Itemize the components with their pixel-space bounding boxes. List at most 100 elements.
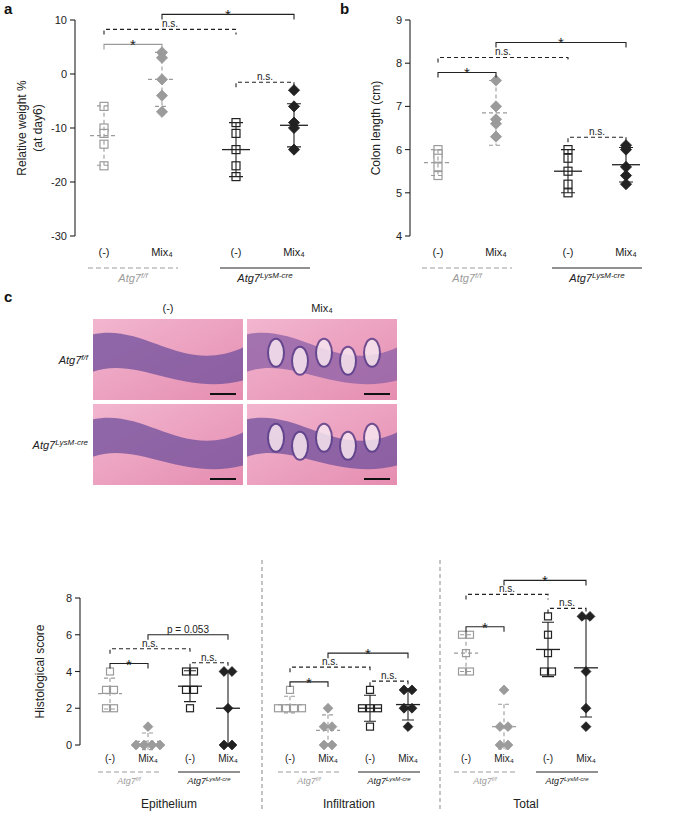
figure: a-30-20-10010Relative weight %(at day6)(…: [0, 0, 673, 828]
y-axis-label: Relative weight %: [15, 80, 29, 176]
genotype-sup: LysM-cre: [564, 776, 589, 782]
error-bar: [431, 150, 445, 176]
data-point: [581, 722, 591, 732]
image-background: [92, 318, 244, 401]
data-point: [156, 106, 167, 117]
histology-image: [246, 318, 398, 401]
marks: [424, 75, 640, 197]
data-point: [107, 668, 114, 675]
tick-label: 9: [396, 14, 402, 26]
tick-mark: [70, 235, 75, 236]
significance-label: *: [365, 645, 371, 662]
data-point: [275, 705, 282, 712]
group-divider: [262, 560, 263, 812]
genotype-label: Atg7LysM-cre: [366, 776, 411, 786]
genotype-label: Atg7LysM-cre: [568, 271, 625, 285]
marks: [454, 611, 598, 749]
significance-label: *: [130, 36, 136, 53]
tick-mark: [405, 63, 410, 64]
data-point: [288, 85, 299, 96]
category-label: Mix₄: [485, 246, 507, 258]
error-bar: [489, 80, 503, 145]
marks: [275, 685, 421, 750]
significance-bracket: [548, 608, 586, 613]
annotations: (-)Mix₄Atg7f/f(-)Mix₄Atg7LysM-cre*n.s.n.…: [454, 572, 598, 786]
crypt: [316, 424, 332, 452]
data-point: [549, 668, 556, 675]
tick-label: 8: [396, 57, 402, 69]
genotype-label: Atg7f/f: [116, 776, 142, 786]
error-bar: [364, 695, 376, 721]
genotype-sup: LysM-cre: [55, 437, 88, 446]
significance-bracket: [290, 667, 370, 672]
crypt: [268, 424, 284, 452]
genotype-line: [98, 772, 160, 773]
data-point: [503, 740, 513, 750]
group-divider: [440, 560, 441, 812]
tissue-band: [92, 418, 244, 470]
significance-label: n.s.: [559, 597, 575, 608]
tick-label: 10: [55, 14, 67, 26]
data-point: [367, 723, 374, 730]
tick-mark: [405, 235, 410, 236]
data-point: [143, 722, 153, 732]
error-bar: [142, 733, 154, 750]
panel-letter: c: [4, 288, 12, 305]
genotype-sup: f/f: [492, 776, 498, 782]
tick-label: 6: [66, 629, 72, 641]
tick-label: 6: [396, 144, 402, 156]
genotype-line: [422, 268, 512, 269]
data-point: [299, 705, 306, 712]
significance-label: p = 0.053: [167, 624, 209, 635]
category-label: Mix₄: [576, 753, 596, 764]
significance-label: n.s.: [589, 126, 605, 137]
tick-label: 4: [396, 230, 402, 242]
significance-label: n.s.: [381, 670, 397, 681]
genotype-base: Atg7: [296, 776, 317, 786]
error-bar: [542, 622, 554, 676]
annotations: (-)Mix₄Atg7f/f(-)Mix₄Atg7LysM-cre*n.s.n.…: [422, 34, 642, 284]
image-background: [246, 403, 398, 486]
genotype-line: [278, 772, 340, 773]
y-axis-label: Colon length (cm): [369, 81, 383, 176]
category-label: Mix₄: [151, 246, 173, 258]
genotype-line: [454, 772, 516, 773]
axis-line: [409, 20, 410, 236]
significance-label: n.s.: [142, 638, 158, 649]
crypt: [340, 432, 356, 460]
genotype-base: Atg7: [117, 272, 142, 284]
genotype-base: Atg7: [116, 776, 137, 786]
category-label: Mix₄: [218, 753, 238, 764]
tick-label: -10: [51, 122, 67, 134]
tick-label: 5: [396, 187, 402, 199]
genotype-base: Atg7: [568, 272, 593, 284]
genotype-label: Atg7LysM-cre: [32, 437, 89, 451]
mean-line: [148, 79, 176, 80]
error-bar: [561, 150, 575, 193]
genotype-line: [358, 772, 420, 773]
scale-bar: [364, 393, 390, 395]
error-bar: [580, 619, 592, 717]
group-label: Epithelium: [141, 797, 197, 811]
category-label: Mix₄: [318, 753, 338, 764]
genotype-line: [178, 772, 240, 773]
tick-label: 4: [66, 666, 72, 678]
error-bar: [460, 635, 472, 672]
group-label: Total: [513, 797, 538, 811]
y-axis: 02468: [66, 592, 80, 751]
tick-mark: [70, 73, 75, 74]
significance-label: *: [126, 656, 132, 673]
category-label: Mix₄: [615, 246, 637, 258]
genotype-base: Atg7: [472, 776, 493, 786]
genotype-label: Atg7f/f: [451, 271, 482, 285]
data-point: [291, 705, 298, 712]
tick-mark: [405, 106, 410, 107]
group-label: Infiltration: [323, 797, 375, 811]
histology-image: [92, 318, 244, 401]
error-bar: [222, 672, 234, 746]
significance-bracket: [236, 82, 294, 87]
category-label: (-): [105, 753, 115, 764]
panel-letter: b: [340, 0, 349, 17]
category-label: (-): [543, 753, 553, 764]
tick-label: -30: [51, 230, 67, 242]
